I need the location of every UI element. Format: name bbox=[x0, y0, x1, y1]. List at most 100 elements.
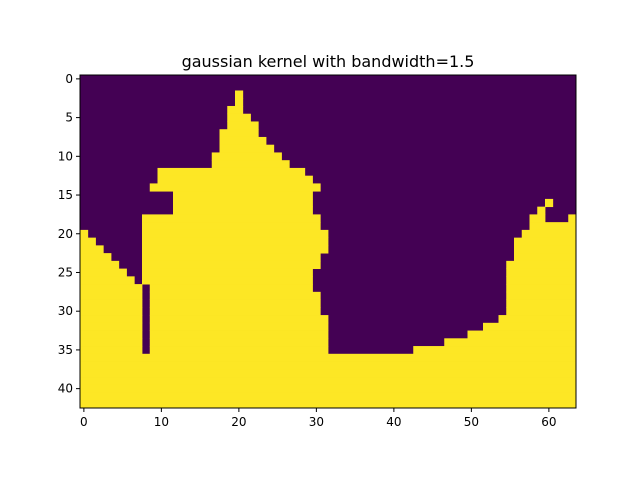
heatmap-cell-run-row-25-0 bbox=[80, 268, 127, 277]
heatmap-cell-run-row-9-0 bbox=[219, 144, 275, 153]
heatmap-cell-run-row-14-0 bbox=[149, 183, 321, 192]
heatmap-cell-run-row-38-0 bbox=[80, 369, 577, 378]
heatmap-cell-run-row-31-1 bbox=[149, 315, 329, 324]
heatmap-cell-run-row-26-2 bbox=[506, 276, 577, 285]
heatmap-cell-run-row-24-2 bbox=[506, 260, 577, 270]
heatmap-cell-run-row-35-0 bbox=[80, 346, 143, 355]
heatmap-cell-run-row-24-1 bbox=[142, 260, 321, 270]
heatmap-cell-run-row-32-2 bbox=[483, 322, 577, 331]
y-tick-label-40: 40 bbox=[58, 382, 73, 396]
heatmap-cell-run-row-20-2 bbox=[521, 229, 577, 239]
heatmap-cell-run-row-10-0 bbox=[211, 152, 282, 161]
heatmap-cell-run-row-29-1 bbox=[149, 299, 321, 308]
heatmap-cell-run-row-12-0 bbox=[157, 167, 306, 177]
y-tick-label-30: 30 bbox=[58, 304, 73, 318]
heatmap-cell-run-row-28-1 bbox=[149, 291, 321, 300]
heatmap-cell-run-row-28-2 bbox=[506, 291, 577, 300]
heatmap-cell-run-row-17-1 bbox=[537, 206, 546, 215]
heatmap-cell-run-row-39-0 bbox=[80, 377, 577, 386]
heatmap-cell-run-row-35-2 bbox=[413, 346, 577, 355]
heatmap-cell-run-row-21-1 bbox=[142, 237, 329, 246]
heatmap-cell-run-row-4-0 bbox=[227, 105, 244, 115]
heatmap-cell-run-row-21-0 bbox=[80, 237, 96, 246]
heatmap-cell-run-row-21-2 bbox=[514, 237, 577, 246]
heatmap-cell-run-row-28-0 bbox=[80, 291, 143, 300]
plot-frame bbox=[79, 74, 577, 409]
heatmap-cell-run-row-2-0 bbox=[235, 90, 244, 99]
heatmap-cell-run-row-13-0 bbox=[157, 175, 313, 184]
x-tick-label-10: 10 bbox=[154, 415, 169, 429]
heatmap-cell-run-row-17-0 bbox=[173, 206, 313, 215]
heatmap-cell-run-row-30-2 bbox=[506, 307, 577, 316]
x-tick-label-0: 0 bbox=[80, 415, 88, 429]
heatmap-cell-run-row-27-2 bbox=[506, 284, 577, 293]
heatmap-cell-run-row-33-1 bbox=[149, 330, 329, 339]
y-tick-label-15: 15 bbox=[58, 188, 73, 202]
heatmap-cell-run-row-23-2 bbox=[514, 253, 577, 262]
heatmap-cell-run-row-23-1 bbox=[142, 253, 321, 262]
heatmap-cell-run-row-26-0 bbox=[80, 276, 135, 285]
chart-title: gaussian kernel with bandwidth=1.5 bbox=[182, 52, 475, 71]
y-tick-label-10: 10 bbox=[58, 149, 73, 163]
y-tick-label-35: 35 bbox=[58, 343, 73, 357]
heatmap-cell-run-row-32-1 bbox=[149, 322, 329, 331]
heatmap-cell-run-row-36-0 bbox=[80, 353, 577, 362]
heatmap-cell-run-row-6-0 bbox=[227, 121, 259, 130]
x-tick-label-50: 50 bbox=[464, 415, 479, 429]
heatmap-cell-run-row-33-2 bbox=[467, 330, 577, 339]
heatmap-cell-run-row-18-2 bbox=[568, 214, 577, 223]
heatmap-cell-run-row-22-0 bbox=[80, 245, 104, 254]
heatmap-cell-run-row-19-0 bbox=[142, 222, 321, 231]
heatmap-cell-run-row-22-2 bbox=[514, 245, 577, 254]
heatmap-cell-run-row-27-1 bbox=[149, 284, 313, 293]
heatmap-cell-run-row-34-1 bbox=[149, 338, 329, 347]
heatmap-cell-run-row-32-0 bbox=[80, 322, 143, 331]
heatmap-cell-run-row-37-0 bbox=[80, 361, 577, 370]
heatmap-cell-run-row-18-1 bbox=[529, 214, 546, 223]
heatmap-cell-run-row-29-0 bbox=[80, 299, 143, 308]
heatmap-cell-run-row-15-0 bbox=[173, 191, 313, 200]
heatmap-cell-run-row-25-1 bbox=[142, 268, 313, 277]
heatmap-cell-run-row-30-1 bbox=[149, 307, 321, 316]
heatmap-cell-run-row-20-0 bbox=[80, 229, 89, 239]
x-tick-label-30: 30 bbox=[309, 415, 324, 429]
heatmap-cell-run-row-24-0 bbox=[80, 260, 120, 270]
heatmap-cell-run-row-31-2 bbox=[498, 315, 577, 324]
heatmap-cells bbox=[80, 75, 577, 409]
heatmap-cell-run-row-18-0 bbox=[142, 214, 321, 223]
heatmap-cell-run-row-22-1 bbox=[142, 245, 329, 254]
heatmap-cell-run-row-16-1 bbox=[545, 198, 554, 208]
heatmap-cell-run-row-26-1 bbox=[142, 276, 313, 285]
heatmap-cell-run-row-3-0 bbox=[235, 98, 244, 107]
x-tick-label-40: 40 bbox=[386, 415, 401, 429]
y-tick-label-0: 0 bbox=[65, 72, 73, 86]
heatmap-cell-run-row-8-0 bbox=[219, 136, 267, 146]
y-tick-label-25: 25 bbox=[58, 265, 73, 279]
heatmap-cell-run-row-40-0 bbox=[80, 384, 577, 393]
heatmap-cell-run-row-16-0 bbox=[173, 198, 313, 208]
heatmap-cell-run-row-29-2 bbox=[506, 299, 577, 308]
heatmap-cell-run-row-35-1 bbox=[149, 346, 329, 355]
y-tick-label-5: 5 bbox=[65, 111, 73, 125]
heatmap-cell-run-row-11-0 bbox=[211, 160, 290, 169]
y-tick-label-20: 20 bbox=[58, 227, 73, 241]
x-tick-label-60: 60 bbox=[541, 415, 556, 429]
heatmap-cell-run-row-7-0 bbox=[219, 129, 259, 138]
heatmap-cell-run-row-34-0 bbox=[80, 338, 143, 347]
heatmap-cell-run-row-41-0 bbox=[80, 392, 577, 401]
heatmap-cell-run-row-5-0 bbox=[227, 113, 251, 122]
x-tick-label-20: 20 bbox=[231, 415, 246, 429]
heatmap-cell-run-row-30-0 bbox=[80, 307, 143, 316]
heatmap-cell-run-row-42-0 bbox=[80, 400, 577, 409]
x-axis: 0 10 20 30 40 50 60 bbox=[80, 408, 557, 429]
heatmap-cell-run-row-33-0 bbox=[80, 330, 143, 339]
y-axis: 0 5 10 15 20 25 30 35 40 bbox=[58, 72, 80, 396]
heatmap-cell-run-row-20-1 bbox=[142, 229, 329, 239]
heatmap-cell-run-row-25-2 bbox=[506, 268, 577, 277]
heatmap-cell-run-row-31-0 bbox=[80, 315, 143, 324]
heatmap-cell-run-row-34-2 bbox=[444, 338, 577, 347]
heatmap-cell-run-row-19-1 bbox=[529, 222, 577, 231]
heatmap-cell-run-row-27-0 bbox=[80, 284, 143, 293]
heatmap-cell-run-row-23-0 bbox=[80, 253, 112, 262]
